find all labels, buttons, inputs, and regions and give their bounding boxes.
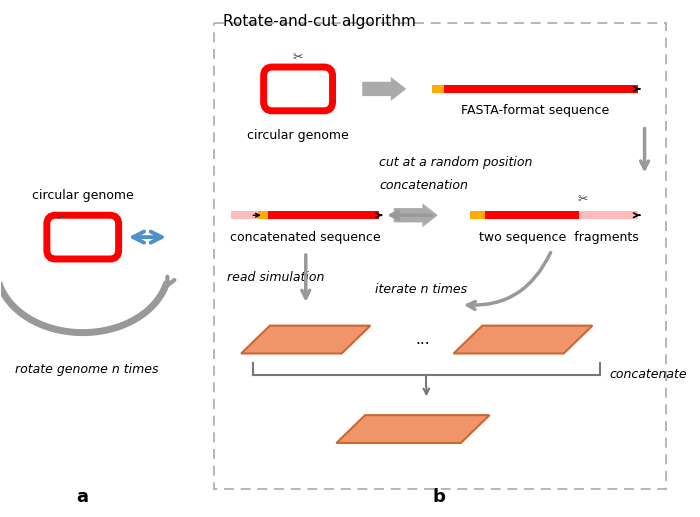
Bar <box>258 211 268 219</box>
Polygon shape <box>241 326 370 354</box>
Text: Rotate-and-cut algorithm: Rotate-and-cut algorithm <box>223 14 416 29</box>
FancyBboxPatch shape <box>264 67 332 111</box>
Text: read set 1: read set 1 <box>274 333 337 346</box>
Bar <box>444 85 638 93</box>
Bar <box>268 211 379 219</box>
Text: ...: ... <box>415 332 430 347</box>
Polygon shape <box>454 326 592 354</box>
Text: rotate genome n times: rotate genome n times <box>15 363 158 376</box>
FancyBboxPatch shape <box>47 215 118 259</box>
Text: b: b <box>433 488 445 506</box>
Text: FASTA-format sequence: FASTA-format sequence <box>461 104 610 117</box>
Bar <box>579 211 638 219</box>
Text: concatenated sequence: concatenated sequence <box>230 231 381 244</box>
Text: read set: read set <box>387 422 439 436</box>
Polygon shape <box>362 77 406 101</box>
Text: ✂: ✂ <box>57 211 67 224</box>
Text: a: a <box>77 488 89 506</box>
Text: cut at a random position: cut at a random position <box>379 156 533 169</box>
Text: circular genome: circular genome <box>247 129 349 142</box>
Text: concatenation: concatenation <box>379 179 468 192</box>
Text: concatenate: concatenate <box>609 368 687 381</box>
Text: read set n: read set n <box>491 333 554 346</box>
Text: circular genome: circular genome <box>32 189 134 202</box>
Bar <box>470 211 485 219</box>
Text: ✂: ✂ <box>293 51 303 64</box>
Bar <box>432 85 444 93</box>
Bar <box>231 211 258 219</box>
Text: read simulation: read simulation <box>228 271 325 284</box>
Polygon shape <box>337 415 489 443</box>
Bar <box>485 211 579 219</box>
Polygon shape <box>394 203 438 227</box>
Text: two sequence  fragments: two sequence fragments <box>479 231 638 244</box>
Bar <box>214 23 666 489</box>
Text: iterate n times: iterate n times <box>374 283 467 296</box>
FancyArrowPatch shape <box>468 253 551 309</box>
Text: ✂: ✂ <box>577 193 587 206</box>
